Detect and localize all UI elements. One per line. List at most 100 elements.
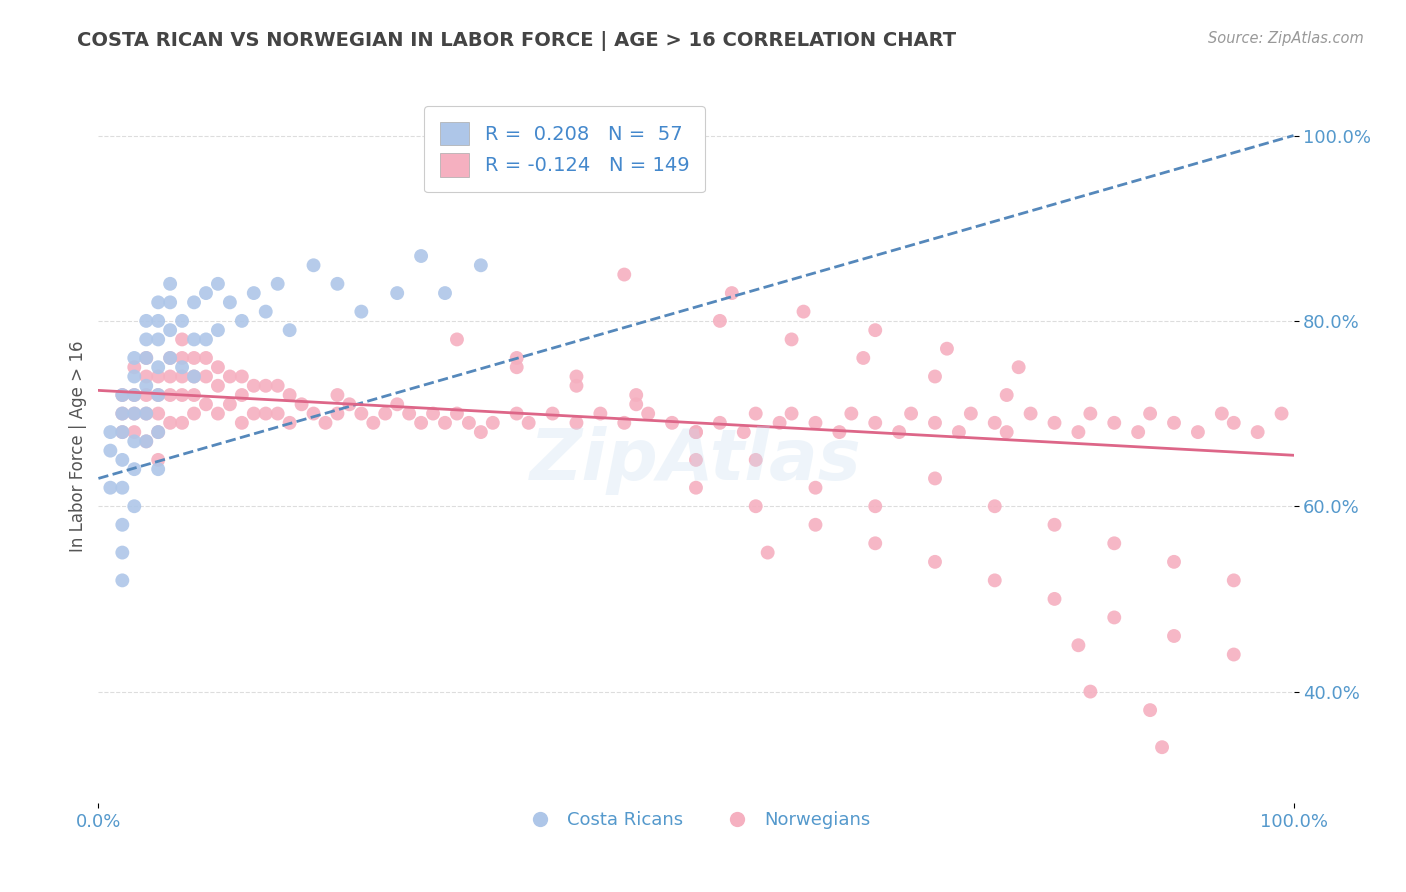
Point xyxy=(865,536,887,550)
Point xyxy=(780,407,803,421)
Point xyxy=(1211,407,1233,421)
Point xyxy=(183,388,205,402)
Point xyxy=(924,555,946,569)
Point xyxy=(111,425,134,439)
Point xyxy=(183,407,205,421)
Point xyxy=(231,314,253,328)
Point xyxy=(183,351,205,365)
Point xyxy=(685,425,707,439)
Point xyxy=(111,407,134,421)
Point xyxy=(889,425,911,439)
Point xyxy=(148,314,170,328)
Point xyxy=(135,434,157,449)
Point xyxy=(1139,407,1161,421)
Point xyxy=(1043,517,1066,532)
Point xyxy=(148,388,170,402)
Point xyxy=(924,369,946,384)
Point xyxy=(1043,416,1066,430)
Point xyxy=(626,388,648,402)
Point xyxy=(219,397,242,411)
Point xyxy=(195,286,218,301)
Point xyxy=(291,397,314,411)
Point xyxy=(900,407,922,421)
Point xyxy=(183,333,205,347)
Point xyxy=(470,425,492,439)
Point xyxy=(135,351,157,365)
Point xyxy=(481,416,505,430)
Point xyxy=(124,407,146,421)
Point xyxy=(207,360,229,375)
Point xyxy=(172,351,194,365)
Point xyxy=(207,407,229,421)
Point xyxy=(613,416,636,430)
Point xyxy=(924,416,946,430)
Point xyxy=(804,517,827,532)
Point xyxy=(111,574,134,588)
Point xyxy=(1067,425,1090,439)
Point xyxy=(207,378,229,392)
Point xyxy=(565,378,588,392)
Point xyxy=(135,351,157,365)
Point xyxy=(1152,740,1174,755)
Point xyxy=(183,295,205,310)
Point xyxy=(852,351,875,365)
Point xyxy=(172,369,194,384)
Point xyxy=(172,333,194,347)
Point xyxy=(135,314,157,328)
Point xyxy=(374,407,396,421)
Point xyxy=(172,360,194,375)
Y-axis label: In Labor Force | Age > 16: In Labor Force | Age > 16 xyxy=(69,340,87,552)
Point xyxy=(411,416,433,430)
Point xyxy=(124,360,146,375)
Point xyxy=(685,453,707,467)
Point xyxy=(195,369,218,384)
Point xyxy=(207,277,229,291)
Point xyxy=(721,286,744,301)
Point xyxy=(1271,407,1294,421)
Point xyxy=(254,407,277,421)
Point xyxy=(733,425,755,439)
Point xyxy=(207,323,229,337)
Point xyxy=(422,407,444,421)
Point xyxy=(685,425,707,439)
Point xyxy=(111,388,134,402)
Point xyxy=(828,425,851,439)
Point xyxy=(1163,555,1185,569)
Point xyxy=(302,407,325,421)
Point xyxy=(745,453,768,467)
Point xyxy=(995,425,1018,439)
Text: COSTA RICAN VS NORWEGIAN IN LABOR FORCE | AGE > 16 CORRELATION CHART: COSTA RICAN VS NORWEGIAN IN LABOR FORCE … xyxy=(77,31,956,51)
Point xyxy=(804,416,827,430)
Point xyxy=(159,277,181,291)
Point xyxy=(865,323,887,337)
Point xyxy=(446,333,468,347)
Point xyxy=(434,416,457,430)
Point xyxy=(936,342,959,356)
Point xyxy=(1223,648,1246,662)
Point xyxy=(243,378,266,392)
Point xyxy=(254,378,277,392)
Point xyxy=(1139,703,1161,717)
Point xyxy=(1247,425,1270,439)
Point xyxy=(924,471,946,485)
Point xyxy=(709,314,731,328)
Point xyxy=(780,333,803,347)
Point xyxy=(1163,416,1185,430)
Point xyxy=(135,407,157,421)
Point xyxy=(1019,407,1042,421)
Point xyxy=(1080,684,1102,698)
Point xyxy=(1223,574,1246,588)
Text: ZipAtlas: ZipAtlas xyxy=(530,425,862,495)
Point xyxy=(124,388,146,402)
Point xyxy=(1067,638,1090,652)
Point xyxy=(685,481,707,495)
Point xyxy=(183,369,205,384)
Point xyxy=(243,407,266,421)
Point xyxy=(231,388,253,402)
Point xyxy=(984,416,1007,430)
Point xyxy=(111,407,134,421)
Point xyxy=(183,369,205,384)
Point xyxy=(637,407,659,421)
Point xyxy=(995,388,1018,402)
Point xyxy=(159,416,181,430)
